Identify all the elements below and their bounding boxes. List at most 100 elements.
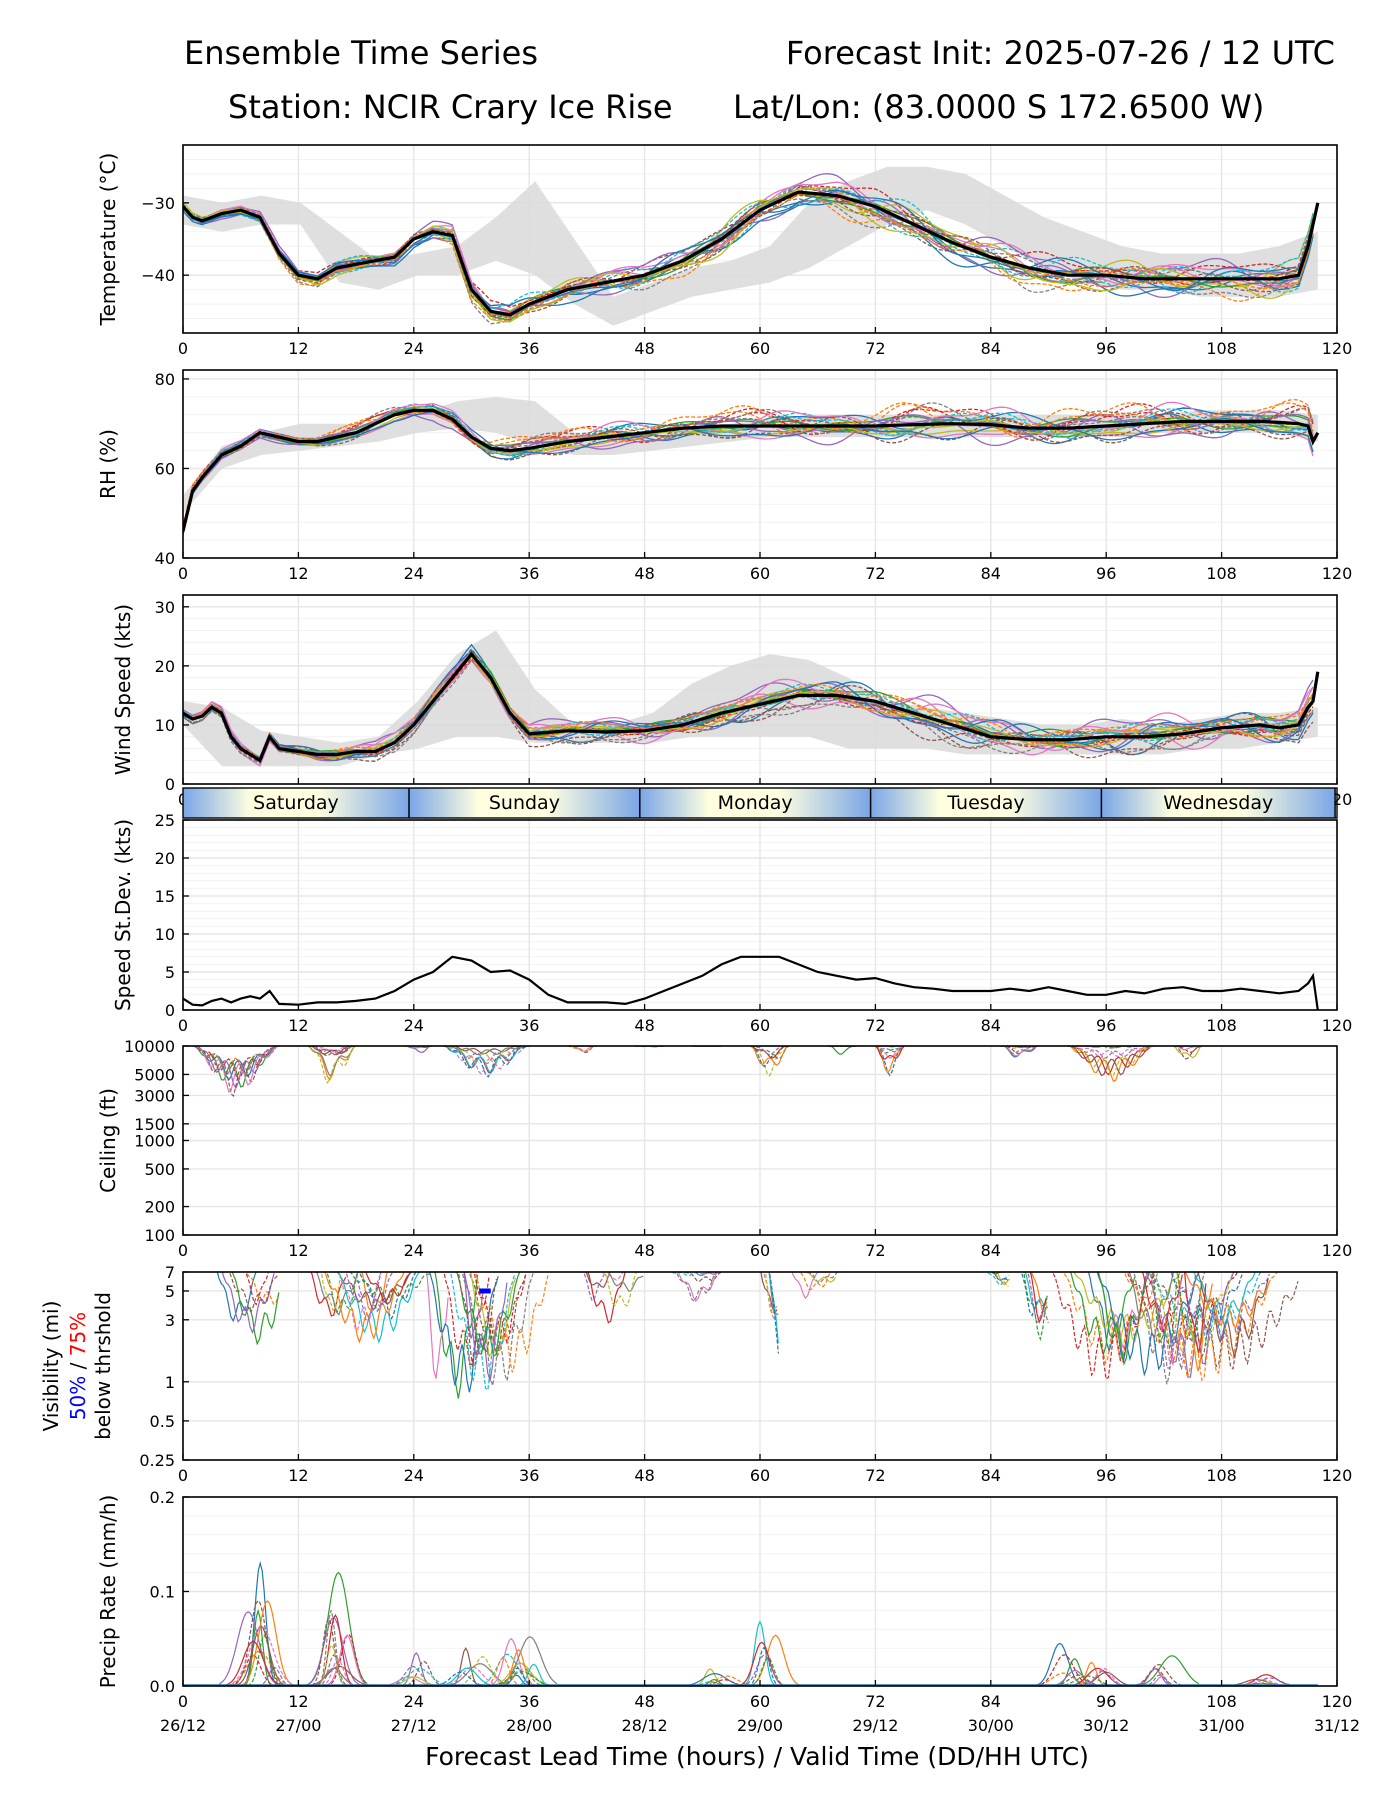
- precip-member-line: [229, 1599, 288, 1686]
- visibility-member-line: [336, 1272, 421, 1344]
- x-tick-label: 36: [519, 564, 539, 583]
- ensemble-member-line: [183, 410, 1314, 535]
- precip-member-line: [1132, 1675, 1189, 1686]
- ceiling-member-line: [1173, 1046, 1203, 1059]
- x-tick-label: 120: [1322, 1466, 1353, 1485]
- x-tick-label: 0: [178, 1016, 188, 1035]
- x-tick-label: 60: [750, 1692, 770, 1711]
- ensemble-mean-line: [183, 408, 1320, 532]
- ensemble-member-line: [183, 654, 1314, 764]
- precip-member-line: [487, 1674, 544, 1686]
- x-tick-label: 108: [1206, 564, 1237, 583]
- day-band-cell: [870, 788, 1102, 818]
- x-tick-label: 72: [865, 1692, 885, 1711]
- ensemble-member-line: [183, 652, 1314, 762]
- ensemble-member-line: [183, 194, 1314, 310]
- x-tick-label: 84: [981, 1692, 1001, 1711]
- visibility-member-line: [428, 1272, 499, 1393]
- ensemble-mean-line: [183, 190, 1320, 317]
- y-tick-label: 7: [165, 1263, 175, 1282]
- visibility-member-line: [245, 1272, 269, 1306]
- ceiling-member-line: [750, 1046, 789, 1056]
- day-band-label: Tuesday: [946, 792, 1024, 814]
- x-tick-label: 96: [1096, 1241, 1116, 1260]
- visibility-member-line: [693, 1272, 720, 1277]
- x-tick-label: 108: [1206, 339, 1237, 358]
- y-tick-label: −30: [141, 194, 175, 213]
- visibility-member-line: [468, 1272, 527, 1358]
- x-axis-title: Forecast Lead Time (hours) / Valid Time …: [425, 1742, 1089, 1771]
- visibility-member-line: [473, 1272, 527, 1345]
- precip-member-line: [387, 1651, 446, 1686]
- precip-member-line: [1129, 1663, 1186, 1686]
- y-tick-label: 10: [155, 925, 175, 944]
- visibility-member-line: [583, 1272, 605, 1301]
- legend-separator: /: [66, 1356, 90, 1375]
- precip-member-line: [681, 1668, 737, 1686]
- ensemble-member-line: [183, 653, 1314, 761]
- ensemble-member-line: [183, 413, 1314, 534]
- visibility-member-line: [1096, 1272, 1200, 1377]
- visibility-member-line: [1152, 1272, 1178, 1350]
- x-tick-label: 96: [1096, 339, 1116, 358]
- x-tick-label: 48: [634, 1466, 654, 1485]
- visibility-member-line: [604, 1272, 638, 1307]
- visibility-member-line: [1029, 1272, 1047, 1324]
- day-band-frame: [182, 787, 1338, 819]
- day-band-cell: [183, 788, 409, 818]
- visibility-member-line: [762, 1272, 778, 1323]
- x-tick-label: 120: [1322, 1241, 1353, 1260]
- x-tick-label: 120: [1322, 339, 1353, 358]
- y-tick-label: 1500: [134, 1115, 175, 1134]
- x-tick-valid-label: 30/12: [1083, 1716, 1129, 1735]
- y-axis-label: Ceiling (ft): [96, 1088, 120, 1193]
- visibility-member-line: [461, 1272, 535, 1386]
- ensemble-member-line: [183, 406, 1314, 529]
- y-tick-label: 100: [144, 1226, 175, 1245]
- day-band-cell: [639, 788, 871, 818]
- y-tick-label: 5: [165, 963, 175, 982]
- precip-member-line: [304, 1653, 363, 1686]
- precip-member-line: [1142, 1655, 1200, 1685]
- visibility-member-line: [310, 1272, 347, 1317]
- x-tick-valid-label: 28/12: [622, 1716, 668, 1735]
- x-tick-label: 48: [634, 1692, 654, 1711]
- x-tick-label: 72: [865, 1016, 885, 1035]
- y-tick-label: 3: [165, 1311, 175, 1330]
- visibility-member-line: [221, 1272, 275, 1335]
- ceiling-member-line: [192, 1046, 280, 1090]
- ceiling-member-line: [307, 1046, 357, 1077]
- visibility-member-line: [675, 1272, 717, 1303]
- ensemble-member-line: [183, 408, 1314, 530]
- y-tick-label: 25: [155, 811, 175, 830]
- ceiling-member-line: [1067, 1046, 1155, 1049]
- x-tick-label: 84: [981, 1016, 1001, 1035]
- ceiling-member-line: [1000, 1046, 1039, 1054]
- ceiling-member-line: [442, 1046, 530, 1074]
- x-tick-label: 0: [178, 1692, 188, 1711]
- day-band-label: Monday: [718, 792, 793, 814]
- x-tick-label: 36: [519, 339, 539, 358]
- x-tick-label: 12: [288, 1241, 308, 1260]
- ceiling-member-line: [1173, 1046, 1203, 1060]
- x-tick-label: 12: [288, 339, 308, 358]
- visibility-member-line: [1152, 1272, 1183, 1364]
- visibility-member-line: [1123, 1272, 1278, 1382]
- y-axis-label: Precip Rate (mm/h): [96, 1495, 120, 1689]
- ensemble-member-line: [183, 190, 1314, 316]
- plot-area-wind: [183, 630, 1320, 767]
- x-tick-valid-label: 27/00: [275, 1716, 321, 1735]
- x-tick-label: 96: [1096, 564, 1116, 583]
- visibility-member-line: [1051, 1272, 1155, 1380]
- x-tick-valid-label: 26/12: [160, 1716, 206, 1735]
- y-tick-label: 10000: [124, 1037, 175, 1056]
- gridlines: [182, 1045, 1338, 1236]
- visibility-member-line: [587, 1272, 626, 1324]
- x-tick-valid-label: 31/12: [1314, 1716, 1360, 1735]
- ceiling-member-line: [750, 1046, 789, 1059]
- visibility-member-line: [337, 1272, 412, 1311]
- visibility-member-line: [1184, 1272, 1207, 1354]
- precip-member-line: [488, 1667, 545, 1686]
- visibility-member-line: [1097, 1272, 1147, 1367]
